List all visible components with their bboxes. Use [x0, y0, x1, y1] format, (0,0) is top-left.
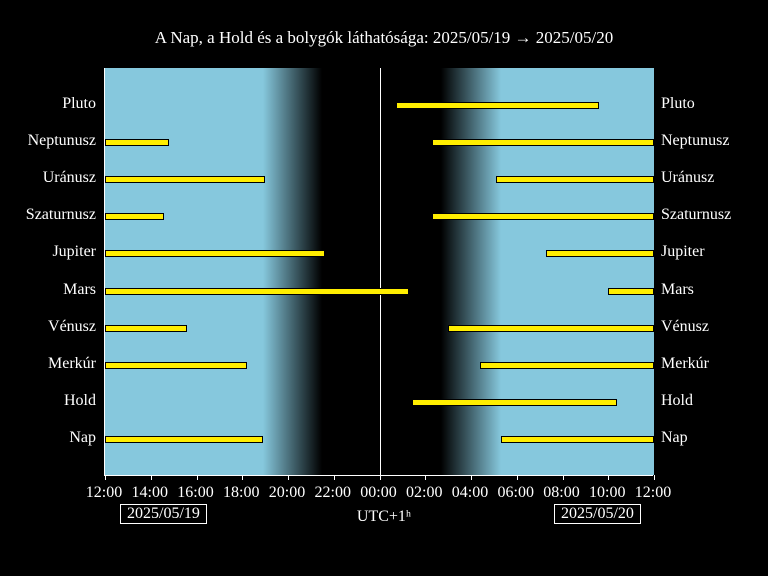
body-label-right: Merkúr: [661, 355, 709, 373]
body-label-right: Mars: [661, 281, 694, 299]
visibility-bar: [105, 362, 247, 369]
body-label-right: Pluto: [661, 95, 695, 113]
x-tick-label: 06:00: [498, 484, 534, 502]
x-tick-mark: [517, 475, 518, 480]
date-right-box: 2025/05/20: [554, 504, 641, 524]
x-tick-mark: [563, 475, 564, 480]
midnight-line: [380, 68, 381, 475]
visibility-bar: [105, 176, 265, 183]
sky-segment: [322, 68, 441, 475]
body-label-left: Neptunusz: [0, 132, 96, 150]
sky-segment: [501, 68, 654, 475]
body-label-right: Szaturnusz: [661, 206, 731, 224]
x-tick-label: 10:00: [589, 484, 625, 502]
body-label-left: Merkúr: [0, 355, 96, 373]
x-tick-mark: [654, 475, 655, 480]
visibility-bar: [432, 213, 654, 220]
body-label-left: Mars: [0, 281, 96, 299]
sky-segment: [441, 68, 500, 475]
visibility-bar: [105, 250, 325, 257]
body-label-right: Jupiter: [661, 243, 705, 261]
x-tick-label: 12:00: [86, 484, 122, 502]
visibility-bar: [396, 102, 600, 109]
visibility-bar: [496, 176, 654, 183]
date-left-box: 2025/05/19: [120, 504, 207, 524]
x-tick-label: 20:00: [269, 484, 305, 502]
x-tick-mark: [242, 475, 243, 480]
x-tick-mark: [380, 475, 381, 480]
x-tick-mark: [471, 475, 472, 480]
visibility-bar: [105, 213, 164, 220]
visibility-bar: [105, 325, 187, 332]
x-tick-mark: [105, 475, 106, 480]
body-label-left: Uránusz: [0, 169, 96, 187]
x-tick-label: 12:00: [635, 484, 671, 502]
x-tick-label: 08:00: [543, 484, 579, 502]
x-tick-mark: [425, 475, 426, 480]
x-tick-label: 00:00: [360, 484, 396, 502]
visibility-bar: [105, 288, 409, 295]
x-tick-label: 22:00: [315, 484, 351, 502]
body-label-left: Szaturnusz: [0, 206, 96, 224]
visibility-bar: [480, 362, 654, 369]
visibility-bar: [501, 436, 654, 443]
body-label-left: Jupiter: [0, 243, 96, 261]
body-label-left: Vénusz: [0, 318, 96, 336]
visibility-bar: [105, 436, 263, 443]
x-tick-mark: [197, 475, 198, 480]
plot-area: [104, 68, 653, 476]
sky-segment: [105, 68, 263, 475]
body-label-left: Hold: [0, 392, 96, 410]
body-label-right: Neptunusz: [661, 132, 729, 150]
body-label-right: Hold: [661, 392, 693, 410]
visibility-bar: [608, 288, 654, 295]
x-tick-label: 14:00: [132, 484, 168, 502]
x-axis-label: UTC+1ʰ: [0, 508, 768, 526]
visibility-bar: [432, 139, 654, 146]
visibility-bar: [105, 139, 169, 146]
visibility-bar: [448, 325, 654, 332]
body-label-right: Nap: [661, 429, 688, 447]
x-tick-label: 02:00: [406, 484, 442, 502]
x-tick-label: 16:00: [177, 484, 213, 502]
x-tick-mark: [608, 475, 609, 480]
visibility-bar: [546, 250, 654, 257]
x-tick-label: 04:00: [452, 484, 488, 502]
sky-segment: [263, 68, 322, 475]
x-tick-mark: [334, 475, 335, 480]
body-label-right: Uránusz: [661, 169, 714, 187]
page-title: A Nap, a Hold és a bolygók láthatósága: …: [0, 28, 768, 48]
visibility-bar: [412, 399, 618, 406]
body-label-right: Vénusz: [661, 318, 709, 336]
body-label-left: Nap: [0, 429, 96, 447]
x-tick-label: 18:00: [223, 484, 259, 502]
x-tick-mark: [151, 475, 152, 480]
x-tick-mark: [288, 475, 289, 480]
body-label-left: Pluto: [0, 95, 96, 113]
